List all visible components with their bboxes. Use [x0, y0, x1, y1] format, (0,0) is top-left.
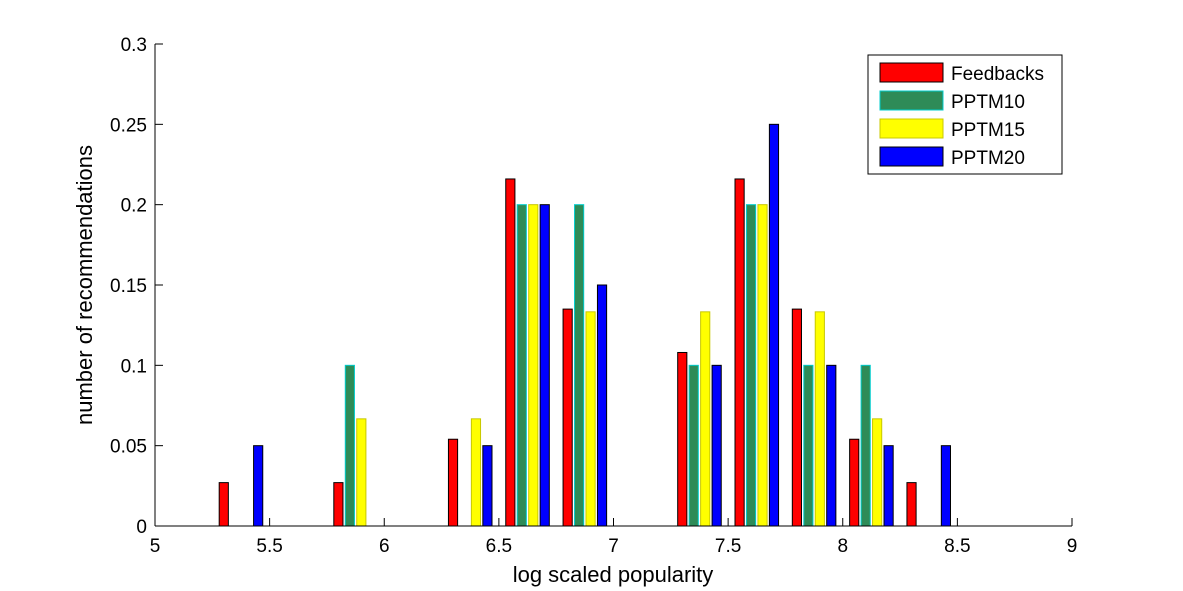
bar-pptm10-3	[344, 364, 355, 527]
legend-swatch-pptm15	[879, 118, 944, 139]
bar-feedbacks-7	[562, 308, 573, 527]
bar-feedbacks-3	[333, 482, 344, 527]
y-tick-label: 0.1	[121, 356, 147, 377]
bar-feedbacks-11	[791, 308, 802, 527]
bar-feedbacks-13	[906, 482, 917, 527]
bar-pptm20-7	[596, 284, 608, 527]
bar-pptm10-11	[803, 364, 814, 527]
legend-swatch-feedbacks	[879, 62, 944, 83]
x-tick-label: 7.5	[715, 536, 741, 557]
bar-feedbacks-12	[849, 438, 860, 527]
bar-pptm20-10	[768, 123, 780, 527]
legend-label-pptm15: PPTM15	[951, 120, 1025, 141]
bar-pptm15-12	[872, 418, 883, 527]
y-axis-title: number of recommendations	[72, 145, 97, 425]
y-tick-label: 0.2	[121, 196, 147, 217]
legend-label-pptm10: PPTM10	[951, 92, 1025, 113]
x-tick-label: 5	[150, 536, 161, 557]
y-tick-label: 0.15	[110, 276, 147, 297]
bar-pptm15-5	[470, 418, 482, 527]
bar-pptm15-11	[814, 311, 825, 527]
bar-feedbacks-6	[505, 178, 516, 527]
x-tick-label: 5.5	[256, 536, 282, 557]
y-tick-label: 0.3	[121, 35, 147, 56]
legend-swatch-pptm20	[879, 146, 944, 167]
bar-pptm20-9	[711, 364, 722, 527]
bar-pptm10-6	[516, 204, 527, 527]
bar-pptm10-7	[574, 204, 585, 527]
legend: Feedbacks PPTM10 PPTM15 PPTM20	[867, 54, 1063, 175]
bar-pptm20-11	[826, 364, 837, 527]
x-tick-label: 6	[379, 536, 390, 557]
x-tick-label: 8	[837, 536, 848, 557]
bar-pptm20-6	[539, 204, 550, 527]
bar-pptm10-9	[688, 364, 699, 527]
bar-pptm20-5	[482, 445, 493, 527]
bar-pptm20-12	[883, 445, 894, 527]
x-tick-label: 6.5	[486, 536, 512, 557]
bar-feedbacks-1	[218, 482, 229, 527]
x-tick-label: 7	[608, 536, 619, 557]
x-tick-label: 8.5	[944, 536, 970, 557]
bar-pptm15-9	[700, 311, 711, 527]
bar-feedbacks-5	[447, 438, 459, 527]
bar-pptm15-7	[585, 311, 596, 527]
y-tick-label: 0	[136, 517, 147, 538]
bar-pptm20-13	[940, 445, 952, 527]
legend-swatch-pptm10	[879, 90, 944, 111]
ticks-layer: 5 5.5 6 6.5 7 7.5 8 8.5 9 0 0.05 0.1 0.15 0.2 0.25 0.3	[110, 35, 1077, 557]
bar-pptm15-6	[528, 204, 539, 527]
legend-label-pptm20: PPTM20	[951, 148, 1025, 169]
legend-label-feedbacks: Feedbacks	[951, 64, 1044, 85]
bar-pptm10-12	[860, 364, 871, 527]
bar-pptm15-3	[356, 418, 367, 527]
bar-pptm15-10	[757, 204, 768, 527]
bar-pptm10-10	[745, 204, 757, 527]
bar-pptm20-1	[253, 445, 264, 527]
x-tick-label: 9	[1067, 536, 1078, 557]
bar-feedbacks-9	[677, 351, 688, 527]
y-tick-label: 0.05	[110, 437, 147, 458]
y-tick-label: 0.25	[110, 115, 147, 136]
x-axis-title: log scaled popularity	[513, 562, 714, 587]
bar-feedbacks-10	[734, 178, 745, 527]
